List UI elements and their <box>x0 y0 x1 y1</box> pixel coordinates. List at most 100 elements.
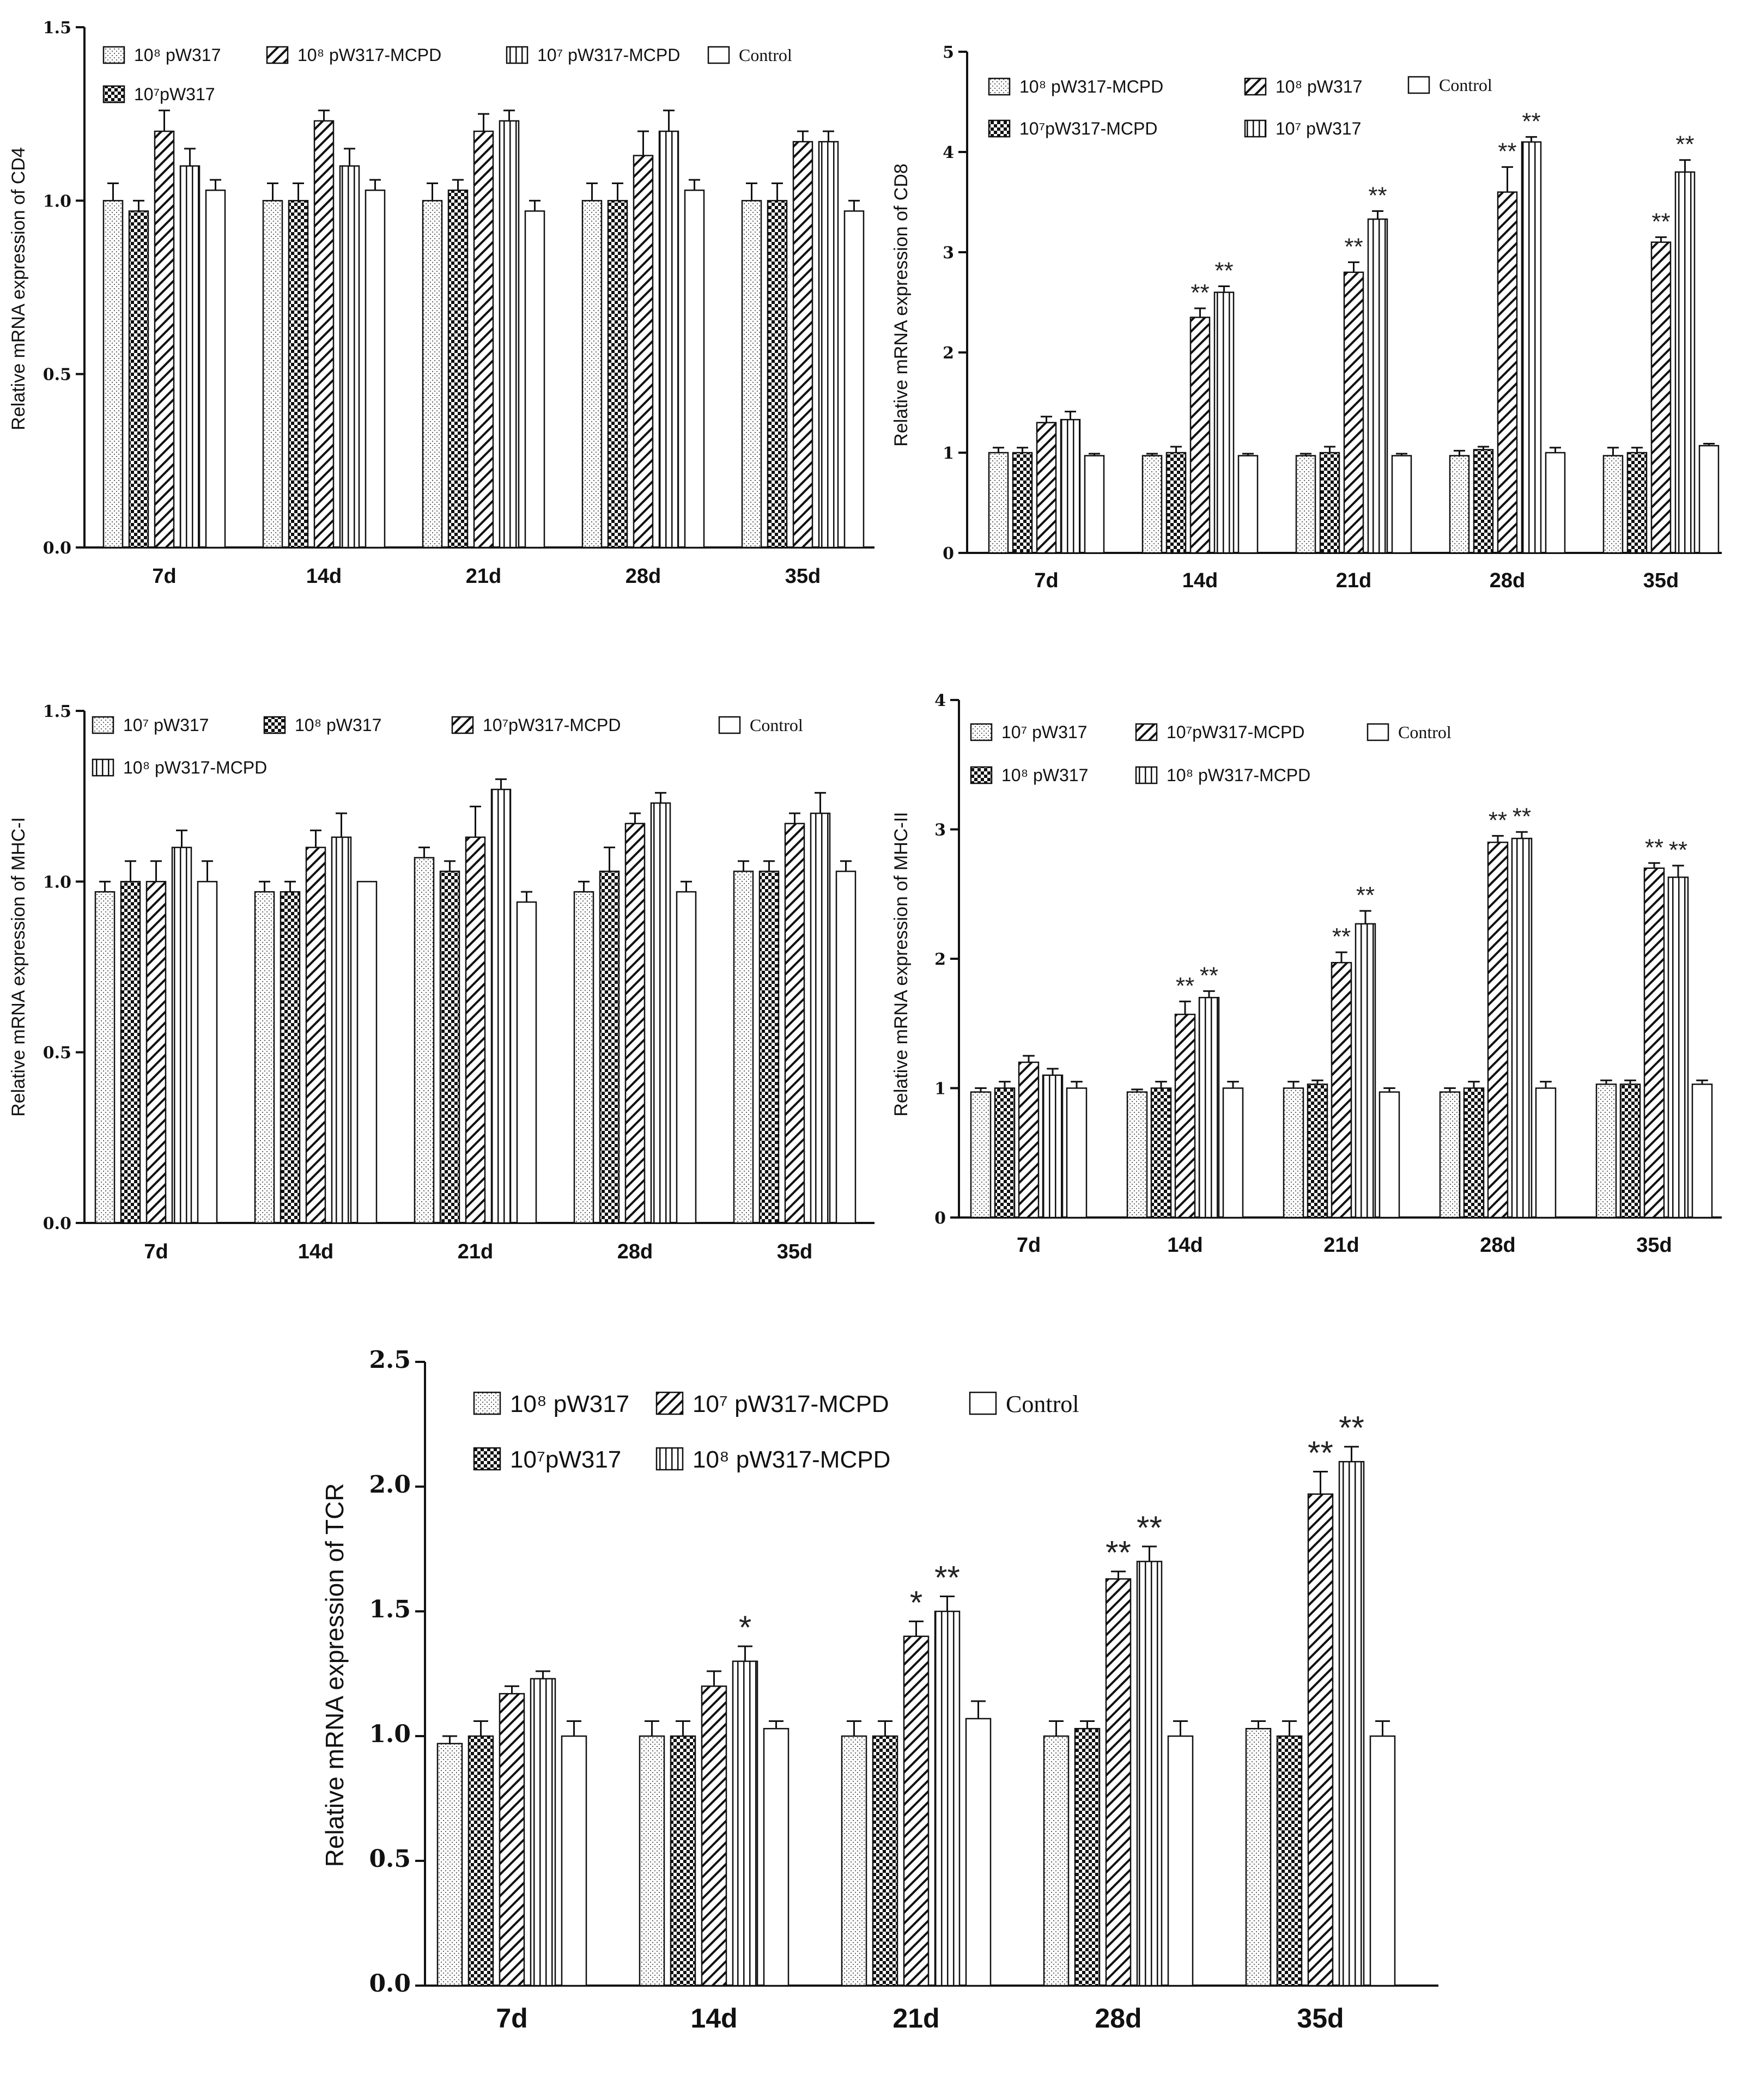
bar <box>650 802 671 1224</box>
x-tick-label: 28d <box>1095 2003 1141 2034</box>
bar <box>1165 452 1187 554</box>
bar <box>1319 452 1340 554</box>
panel-mhc1: 0.0 0.5 1.0 1.5 Relative mRNA expression of … <box>8 702 874 1263</box>
bar <box>1521 141 1542 554</box>
bar <box>561 1735 587 1987</box>
bar <box>818 141 839 549</box>
bar <box>1141 455 1163 554</box>
legend-label: 10⁸ pW317 <box>1001 765 1088 785</box>
bar <box>1691 1084 1713 1219</box>
bar <box>810 812 831 1224</box>
bar <box>530 1678 556 1987</box>
bar <box>473 130 494 549</box>
bar <box>102 200 124 549</box>
legend-swatch <box>988 119 1011 138</box>
bar <box>447 189 469 549</box>
significance-label: ** <box>1498 138 1516 165</box>
significance-label: ** <box>1176 972 1194 999</box>
significance-label: ** <box>1669 837 1687 863</box>
legend-swatch <box>92 716 114 734</box>
legend-label: 10⁷ pW317 <box>1276 119 1361 138</box>
bar <box>733 871 754 1224</box>
bar <box>741 200 762 549</box>
bar <box>1535 1087 1557 1219</box>
bar <box>670 1735 696 1987</box>
bar <box>499 120 520 549</box>
significance-label: ** <box>1513 803 1531 830</box>
bar <box>639 1735 665 1987</box>
bar <box>262 200 283 549</box>
bar <box>970 1091 992 1219</box>
bar <box>1355 923 1376 1219</box>
x-tick-label: 7d <box>1017 1234 1041 1257</box>
bar <box>1674 171 1696 554</box>
x-tick-label: 35d <box>1636 1234 1672 1257</box>
legend-swatch <box>718 716 741 734</box>
bar <box>331 836 352 1224</box>
panel-tcr: 0.0 0.5 1.0 1.5 2.0 2.5 Relative mRNA expressi… <box>320 1346 1438 2034</box>
bar <box>1060 419 1081 554</box>
bar <box>1167 1735 1194 1987</box>
legend-swatch <box>1407 76 1430 94</box>
bar <box>120 881 141 1224</box>
y-tick-label: 0.0 <box>369 1970 411 1998</box>
bar <box>1545 452 1566 554</box>
legend-label: 10⁸ pW317 <box>510 1391 629 1417</box>
y-tick-label: 1.5 <box>43 19 71 38</box>
bar <box>607 200 628 549</box>
y-tick-label: 2 <box>934 950 946 969</box>
legend-label: 10⁷pW317 <box>510 1446 621 1473</box>
bar <box>1473 449 1494 554</box>
legend-label: 10⁷ pW317 <box>1001 722 1087 742</box>
bar <box>171 847 192 1224</box>
bar <box>179 165 201 549</box>
y-tick-label: 0.5 <box>369 1845 411 1873</box>
bar <box>1307 1084 1328 1219</box>
bar <box>280 891 301 1224</box>
bar <box>767 200 788 549</box>
significance-label: ** <box>1675 131 1694 158</box>
legend-swatch <box>263 716 286 734</box>
x-tick-label: 14d <box>1182 569 1218 592</box>
bar <box>439 871 460 1224</box>
bar <box>934 1610 961 1987</box>
bar <box>1667 876 1689 1219</box>
bar <box>1338 1460 1365 1987</box>
bar <box>1213 291 1235 554</box>
x-tick-label: 28d <box>1490 569 1525 592</box>
bar <box>784 823 805 1224</box>
bar <box>128 210 149 549</box>
bar <box>1126 1091 1148 1219</box>
x-tick-label: 14d <box>298 1240 333 1263</box>
x-tick-label: 21d <box>466 565 501 588</box>
significance-label: ** <box>1489 807 1507 833</box>
bar <box>872 1735 898 1987</box>
legend-swatch <box>102 46 125 64</box>
bar <box>633 155 654 549</box>
y-tick-label: 3 <box>934 821 946 840</box>
bar <box>758 871 780 1224</box>
bar <box>516 901 537 1224</box>
significance-label: ** <box>1214 258 1233 284</box>
bar <box>1307 1493 1334 1987</box>
legend-label: 10⁸ pW317-MCPD <box>1167 765 1310 785</box>
y-tick-label: 2 <box>943 344 954 363</box>
y-tick-label: 1 <box>934 1080 946 1099</box>
y-tick-label: 1 <box>943 444 954 463</box>
bar <box>1619 1084 1641 1219</box>
legend-swatch <box>473 1447 501 1471</box>
bar <box>1391 455 1412 554</box>
x-tick-label: 35d <box>1297 2003 1344 2034</box>
significance-label: ** <box>1339 1410 1364 1446</box>
bar <box>414 857 435 1224</box>
y-tick-label: 1.0 <box>43 873 71 892</box>
bar <box>1084 455 1105 554</box>
x-tick-label: 7d <box>1034 569 1058 592</box>
legend-label: 10⁷pW317-MCPD <box>1167 722 1304 742</box>
bar <box>1237 455 1259 554</box>
significance-label: ** <box>1191 279 1209 306</box>
x-tick-label: 28d <box>617 1240 653 1263</box>
legend-swatch <box>1135 723 1158 741</box>
bar <box>313 120 335 549</box>
